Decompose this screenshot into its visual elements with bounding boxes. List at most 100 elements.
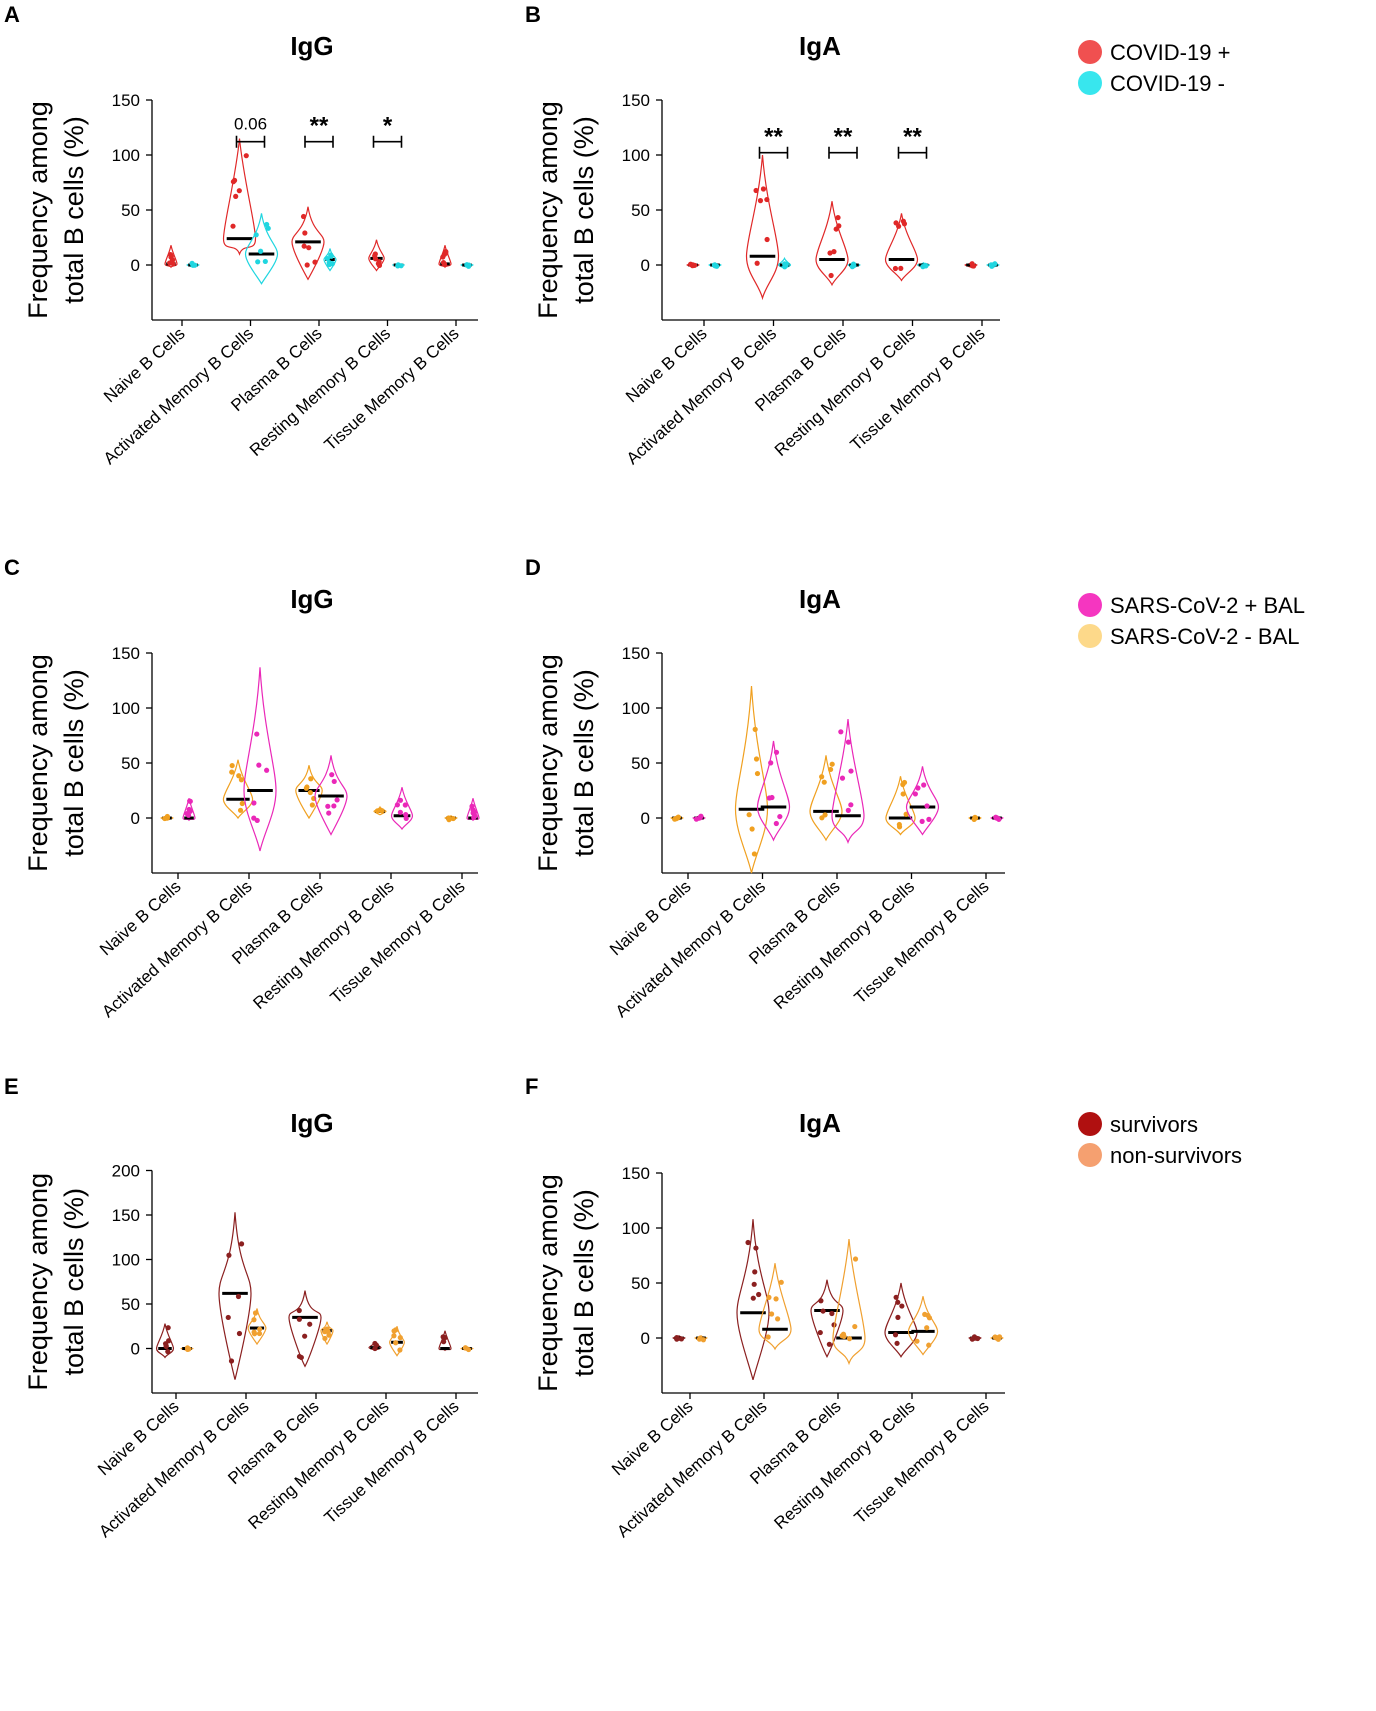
data-point	[693, 816, 699, 822]
data-point	[969, 1336, 975, 1342]
y-tick-label: 200	[112, 1162, 140, 1181]
data-point	[324, 1326, 330, 1332]
violin	[291, 206, 325, 281]
data-point	[440, 1334, 446, 1340]
significance-label: **	[903, 124, 922, 151]
violin-outline	[155, 1323, 175, 1359]
data-point	[328, 253, 334, 259]
violin	[444, 814, 458, 823]
data-point	[828, 272, 834, 279]
legend-1: SARS-CoV-2 + BAL SARS-CoV-2 - BAL	[1078, 593, 1305, 649]
data-point	[765, 1334, 771, 1340]
data-point	[773, 1296, 779, 1302]
data-point	[252, 1310, 259, 1316]
significance-bracket	[304, 135, 334, 148]
violin-outline	[314, 755, 348, 836]
data-point	[852, 1256, 859, 1262]
violin-outline	[832, 1238, 866, 1366]
data-point	[331, 778, 337, 785]
x-tick-label: Activated Memory B Cells	[613, 1397, 770, 1541]
y-axis-label-line1: Frequency among	[533, 654, 563, 872]
violin	[373, 805, 387, 816]
data-point	[846, 1336, 853, 1342]
y-axis-label-line1: Frequency among	[23, 654, 53, 872]
data-point	[754, 260, 760, 266]
data-point	[926, 1315, 933, 1321]
data-point	[465, 263, 472, 269]
y-axis-label-line2: total B cells (%)	[59, 116, 89, 304]
panel-D: D IgA Frequency among total B cells (%) 0 50 1…	[525, 555, 1005, 1021]
x-tick-label: Activated Memory B Cells	[612, 877, 769, 1021]
violin	[164, 245, 178, 269]
significance-bracket	[235, 135, 266, 148]
data-point	[852, 1323, 858, 1330]
violin	[745, 154, 780, 301]
y-tick-label: 100	[622, 146, 650, 165]
x-tick-label: Tissue Memory B Cells	[327, 877, 469, 1008]
y-axis-label-line2: total B cells (%)	[569, 1189, 599, 1377]
violin	[885, 776, 916, 836]
data-point	[301, 243, 307, 249]
data-point	[901, 779, 908, 786]
violin	[288, 1290, 322, 1368]
data-point	[674, 1336, 680, 1342]
violin-outline	[884, 1282, 918, 1358]
data-point	[229, 769, 235, 775]
data-point	[307, 1321, 313, 1327]
y-tick-label: 150	[622, 91, 650, 110]
y-axis-label: Frequency among total B cells (%)	[23, 101, 89, 319]
y-axis-label-line1: Frequency among	[533, 1174, 563, 1392]
violin	[990, 1334, 1004, 1342]
data-point	[782, 264, 788, 270]
data-point	[766, 1294, 772, 1300]
violin	[884, 1282, 918, 1358]
violin	[686, 261, 700, 269]
data-point	[894, 1340, 900, 1346]
violin	[438, 245, 452, 269]
data-point	[827, 250, 833, 256]
x-tick-label: Activated Memory B Cells	[98, 877, 255, 1021]
data-point	[235, 1293, 242, 1300]
data-point	[926, 816, 932, 822]
data-point	[236, 188, 242, 194]
panel-letter: E	[4, 1074, 19, 1099]
violin	[466, 798, 480, 822]
data-point	[753, 756, 760, 762]
panel-E: E IgG Frequency among total B cells (%) 0 50 1…	[4, 1074, 478, 1541]
violin	[968, 814, 982, 822]
violin-outline	[247, 1308, 267, 1346]
data-point	[826, 1341, 832, 1347]
violin	[218, 1212, 252, 1380]
data-point	[251, 1331, 258, 1337]
data-point	[391, 1333, 397, 1339]
y-axis-label: Frequency among total B cells (%)	[533, 1174, 599, 1392]
data-point	[749, 826, 755, 832]
violin	[907, 1296, 939, 1356]
data-point	[441, 1339, 447, 1345]
data-point	[187, 798, 193, 804]
data-point	[325, 803, 331, 809]
data-point	[243, 153, 249, 159]
data-point	[775, 1316, 781, 1322]
y-tick-label: 0	[131, 256, 140, 275]
data-point	[919, 818, 925, 824]
violin-outline	[222, 759, 254, 820]
y-tick-label: 50	[631, 1274, 650, 1293]
panel-F: F IgA Frequency among total B cells (%) 0 50 1…	[525, 1074, 1005, 1541]
data-point	[696, 1336, 703, 1342]
data-point	[901, 221, 908, 227]
data-point	[326, 810, 332, 816]
data-point	[773, 749, 780, 755]
y-tick-label: 0	[131, 809, 140, 828]
violin-outline	[288, 1290, 322, 1368]
data-point	[165, 1349, 171, 1355]
data-point	[374, 808, 381, 814]
violin-outline	[905, 766, 940, 836]
violin-outline	[323, 248, 337, 272]
data-point	[163, 1343, 169, 1349]
violin	[244, 213, 279, 285]
violin	[758, 1263, 792, 1351]
data-point	[845, 807, 851, 813]
data-point	[226, 1252, 232, 1258]
panel-A: A IgG Frequency among total B cells (%) 0 50 1…	[4, 2, 478, 468]
